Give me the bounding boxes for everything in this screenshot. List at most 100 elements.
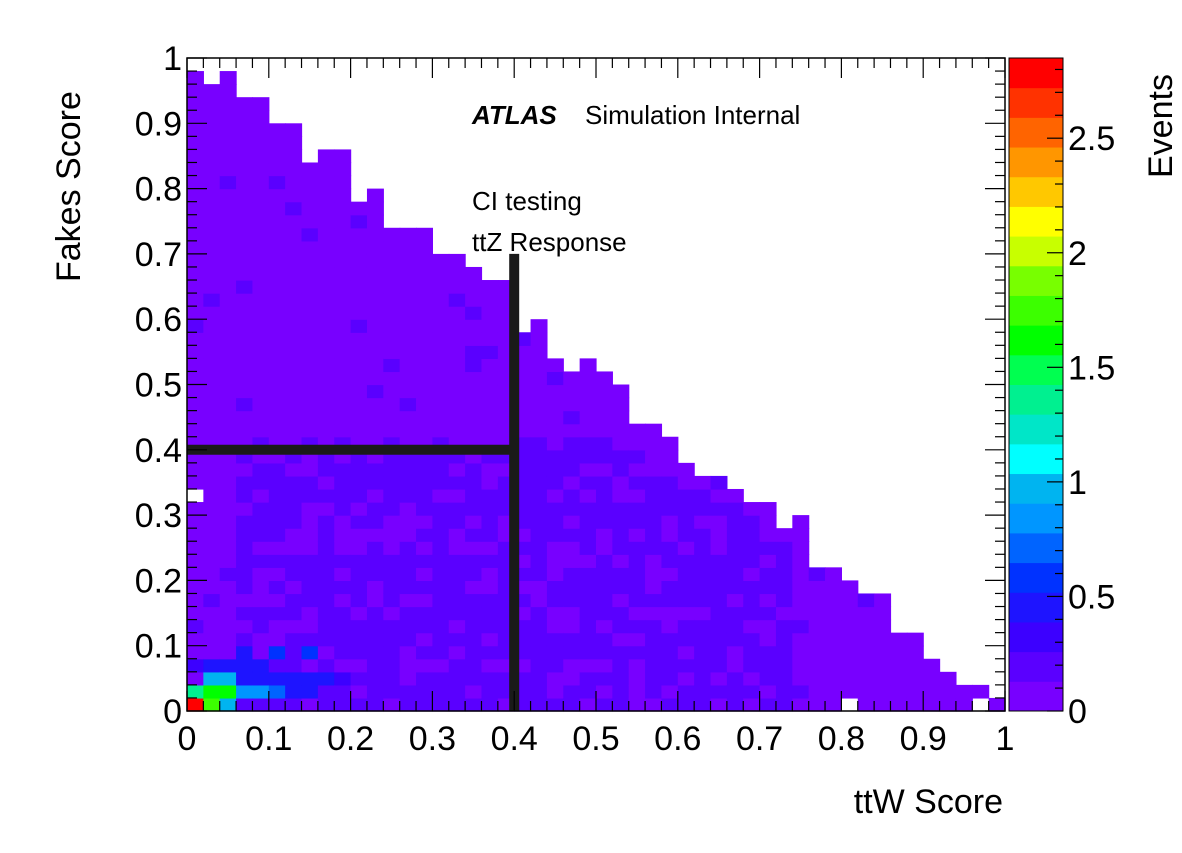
heatmap-bin — [268, 227, 286, 242]
heatmap-bin — [268, 214, 286, 229]
heatmap-bin — [579, 462, 597, 477]
heatmap-bin — [334, 266, 352, 281]
heatmap-bin — [203, 697, 221, 712]
heatmap-bin — [612, 475, 630, 490]
heatmap-bin — [219, 384, 237, 399]
heatmap-bin — [579, 567, 597, 581]
heatmap-bin — [416, 488, 433, 503]
heatmap-bin — [301, 475, 319, 490]
heatmap-bin — [268, 475, 286, 490]
palette-band — [1009, 621, 1063, 653]
heatmap-bin — [612, 423, 630, 438]
heatmap-bin — [350, 684, 368, 699]
heatmap-bin — [219, 293, 237, 307]
heatmap-bin — [399, 658, 417, 673]
heatmap-bin — [530, 384, 548, 399]
heatmap-bin — [661, 554, 679, 568]
heatmap-bin — [677, 632, 695, 647]
heatmap-bin — [268, 606, 286, 621]
heatmap-bin — [481, 515, 499, 529]
heatmap-bin — [236, 541, 254, 555]
heatmap-bin — [383, 671, 401, 686]
heatmap-bin — [448, 253, 466, 268]
heatmap-bin — [448, 410, 466, 425]
heatmap-bin — [399, 293, 417, 307]
heatmap-bin — [334, 240, 352, 255]
heatmap-bin — [203, 97, 221, 111]
heatmap-bin — [252, 580, 270, 595]
heatmap-bin — [743, 502, 761, 516]
heatmap-bin — [448, 306, 466, 320]
heatmap-bin — [219, 358, 237, 373]
heatmap-bin — [448, 280, 466, 294]
heatmap-bin — [563, 462, 581, 477]
heatmap-bin — [432, 606, 450, 621]
palette-band — [1009, 236, 1063, 267]
heatmap-bin — [432, 462, 450, 477]
heatmap-bin — [743, 645, 761, 660]
heatmap-bin — [268, 240, 286, 255]
heatmap-bin — [465, 684, 483, 699]
heatmap-bin — [808, 567, 826, 581]
palette-band — [1009, 295, 1063, 326]
heatmap-bin — [694, 632, 712, 647]
heatmap-bin — [628, 671, 646, 686]
heatmap-bin — [432, 345, 450, 359]
heatmap-bin — [710, 567, 728, 581]
heatmap-bin — [236, 266, 254, 281]
heatmap-bin — [252, 97, 270, 111]
heatmap-bin — [645, 475, 663, 490]
heatmap-bin — [285, 528, 303, 542]
heatmap-bin — [546, 475, 564, 490]
heatmap-bin — [612, 384, 630, 399]
heatmap-bin — [726, 502, 744, 516]
heatmap-bin — [203, 84, 221, 98]
heatmap-bin — [317, 253, 335, 268]
heatmap-bin — [759, 541, 777, 555]
heatmap-bin — [432, 410, 450, 425]
y-tick-label: 0.3 — [135, 497, 182, 535]
heatmap-bin — [563, 671, 581, 686]
heatmap-bin — [481, 619, 499, 634]
heatmap-bin — [219, 645, 237, 660]
heatmap-bin — [579, 502, 597, 516]
heatmap-bin — [268, 188, 286, 203]
heatmap-bin — [448, 319, 466, 333]
heatmap-bin — [285, 123, 303, 137]
heatmap-bin — [301, 619, 319, 634]
heatmap-bin — [317, 240, 335, 255]
heatmap-bin — [236, 110, 254, 124]
heatmap-bin — [743, 541, 761, 555]
heatmap-bin — [775, 671, 793, 686]
heatmap-bin — [661, 449, 679, 464]
heatmap-bin — [219, 319, 237, 333]
heatmap-bin — [268, 293, 286, 307]
heatmap-bin — [465, 593, 483, 608]
heatmap-bin — [743, 593, 761, 608]
heatmap-bin — [285, 332, 303, 346]
heatmap-bin — [628, 632, 646, 647]
heatmap-bin — [465, 528, 483, 542]
heatmap-bin — [612, 502, 630, 516]
heatmap-bin — [808, 606, 826, 621]
heatmap-bin — [268, 319, 286, 333]
heatmap-bin — [448, 371, 466, 386]
heatmap-bin — [366, 580, 384, 595]
heatmap-bin — [252, 697, 270, 712]
heatmap-bin — [726, 697, 744, 712]
heatmap-bin — [252, 475, 270, 490]
heatmap-bin — [236, 502, 254, 516]
heatmap-bin — [252, 606, 270, 621]
heatmap-bin — [350, 214, 368, 229]
heatmap-bin — [366, 697, 384, 712]
heatmap-bin — [432, 384, 450, 399]
heatmap-bin — [726, 488, 744, 503]
heatmap-bin — [268, 541, 286, 555]
heatmap-bin — [350, 502, 368, 516]
heatmap-bin — [236, 606, 254, 621]
heatmap-bin — [465, 384, 483, 399]
heatmap-bin — [612, 436, 630, 451]
heatmap-bin — [808, 619, 826, 634]
heatmap-bin — [301, 201, 319, 216]
heatmap-bin — [563, 580, 581, 595]
